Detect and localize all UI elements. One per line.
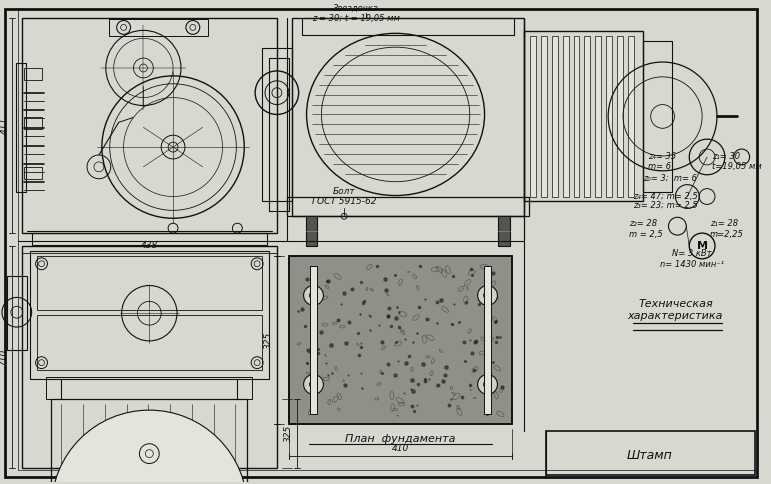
Bar — [628, 36, 634, 197]
Bar — [24, 167, 42, 179]
Bar — [36, 256, 262, 310]
Bar — [287, 197, 529, 216]
Text: 325: 325 — [264, 331, 274, 348]
Text: z₄= 47; m= 2,5: z₄= 47; m= 2,5 — [633, 192, 698, 200]
Bar — [530, 36, 536, 197]
Bar — [32, 233, 267, 245]
Bar — [546, 431, 755, 475]
Circle shape — [304, 375, 323, 394]
Text: Звездочка
z = 30; t = 19,05 мм: Звездочка z = 30; t = 19,05 мм — [312, 4, 400, 23]
Text: 710: 710 — [0, 348, 8, 366]
Text: 411: 411 — [0, 117, 8, 134]
Bar — [541, 36, 547, 197]
Bar — [574, 36, 580, 197]
Bar — [289, 256, 512, 424]
Circle shape — [52, 410, 247, 484]
Bar — [606, 36, 612, 197]
Circle shape — [478, 286, 497, 305]
Text: Техническая
характеристика: Техническая характеристика — [628, 300, 723, 321]
Text: z₁= 30
t=19,05 мм: z₁= 30 t=19,05 мм — [712, 152, 762, 171]
Text: 325: 325 — [284, 425, 293, 442]
Bar — [524, 31, 643, 201]
Text: 438: 438 — [140, 242, 158, 250]
Bar — [52, 399, 247, 484]
Bar — [584, 36, 591, 197]
Text: Штамп: Штамп — [627, 449, 672, 462]
Text: z₄= 35
m= 6: z₄= 35 m= 6 — [648, 152, 676, 171]
Bar — [7, 275, 27, 350]
Bar — [305, 216, 318, 246]
Text: z₀= 3;  m= 6: z₀= 3; m= 6 — [643, 174, 697, 183]
Text: N= 3 кВт
n= 1430 мин⁻¹: N= 3 кВт n= 1430 мин⁻¹ — [660, 249, 724, 269]
Bar — [22, 246, 277, 469]
Bar — [309, 266, 318, 414]
Text: z₃= 23; m= 2,5: z₃= 23; m= 2,5 — [633, 201, 698, 211]
Bar — [269, 58, 289, 212]
Bar — [498, 216, 510, 246]
Circle shape — [478, 375, 497, 394]
Bar — [595, 36, 601, 197]
Bar — [289, 256, 512, 424]
Bar — [552, 36, 557, 197]
Bar — [643, 41, 672, 192]
Bar — [109, 18, 207, 36]
Bar — [16, 63, 25, 192]
Text: M: M — [697, 241, 708, 251]
Text: z₁= 28
m=2,25: z₁= 28 m=2,25 — [710, 219, 744, 239]
Bar — [262, 48, 291, 201]
Bar — [22, 17, 277, 233]
Bar — [291, 17, 524, 216]
Bar — [29, 251, 269, 379]
Bar — [301, 17, 514, 35]
Circle shape — [304, 286, 323, 305]
Text: Болт
ГОСТ 5915-62: Болт ГОСТ 5915-62 — [312, 187, 376, 206]
Bar — [617, 36, 623, 197]
Bar — [563, 36, 569, 197]
Bar — [46, 378, 252, 399]
Bar — [24, 68, 42, 80]
Bar — [483, 266, 491, 414]
Text: План  фундамента: План фундамента — [345, 434, 456, 444]
Text: z₂= 28
m = 2,5: z₂= 28 m = 2,5 — [629, 219, 663, 239]
Text: 410: 410 — [392, 444, 409, 453]
Bar — [24, 118, 42, 129]
Bar — [36, 315, 262, 370]
